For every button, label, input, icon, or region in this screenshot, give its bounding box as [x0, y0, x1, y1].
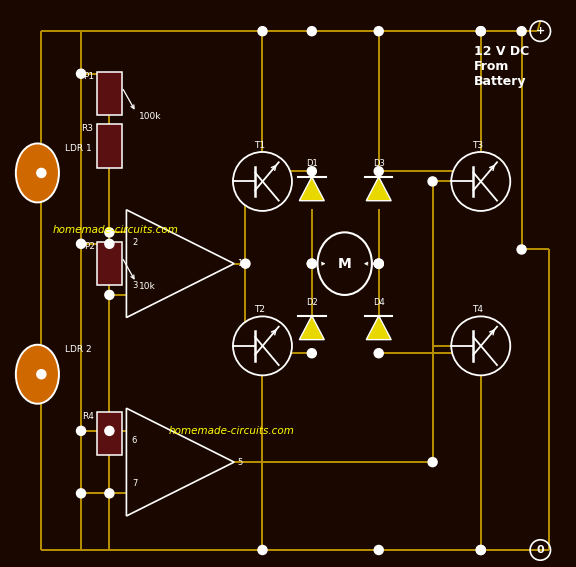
Text: 100k: 100k: [139, 112, 161, 121]
Text: P1: P1: [84, 72, 94, 81]
Text: 5: 5: [237, 458, 242, 467]
Circle shape: [77, 239, 86, 248]
Text: R4: R4: [82, 412, 93, 421]
Polygon shape: [300, 316, 324, 340]
Circle shape: [374, 349, 383, 358]
Text: 1: 1: [237, 259, 242, 268]
Circle shape: [307, 27, 316, 36]
Ellipse shape: [317, 232, 372, 295]
Text: D1: D1: [306, 159, 318, 168]
Circle shape: [37, 168, 46, 177]
Text: 2: 2: [132, 238, 137, 247]
Circle shape: [374, 167, 383, 176]
Text: LDR 2: LDR 2: [65, 345, 91, 354]
Text: D3: D3: [373, 159, 385, 168]
Circle shape: [105, 290, 114, 299]
Circle shape: [428, 458, 437, 467]
Circle shape: [374, 545, 383, 555]
Circle shape: [452, 316, 510, 375]
Circle shape: [258, 27, 267, 36]
Circle shape: [105, 228, 114, 237]
Circle shape: [476, 545, 486, 555]
Circle shape: [105, 239, 114, 248]
Bar: [97, 242, 122, 285]
Circle shape: [241, 259, 250, 268]
Text: R3: R3: [82, 125, 93, 133]
Circle shape: [105, 489, 114, 498]
Bar: [97, 412, 122, 455]
Circle shape: [77, 489, 86, 498]
Circle shape: [307, 167, 316, 176]
Circle shape: [374, 27, 383, 36]
Text: T1: T1: [254, 141, 265, 150]
Circle shape: [258, 545, 267, 555]
Circle shape: [105, 426, 114, 435]
Text: homemade-circuits.com: homemade-circuits.com: [169, 426, 295, 436]
Text: homemade-circuits.com: homemade-circuits.com: [52, 225, 179, 235]
Bar: [97, 72, 122, 115]
Text: D4: D4: [373, 298, 385, 307]
Bar: [97, 125, 122, 168]
Circle shape: [77, 426, 86, 435]
Circle shape: [233, 152, 292, 211]
Circle shape: [374, 259, 383, 268]
Circle shape: [37, 370, 46, 379]
Circle shape: [77, 69, 86, 78]
Text: T4: T4: [472, 305, 483, 314]
Circle shape: [307, 349, 316, 358]
Text: 12 V DC
From
Battery: 12 V DC From Battery: [473, 45, 529, 88]
Text: 7: 7: [132, 479, 137, 488]
Circle shape: [428, 177, 437, 186]
Polygon shape: [366, 177, 391, 201]
Text: 3: 3: [132, 281, 137, 290]
Polygon shape: [300, 177, 324, 201]
Ellipse shape: [16, 143, 59, 202]
Text: T3: T3: [472, 141, 483, 150]
Ellipse shape: [16, 345, 59, 404]
Text: 6: 6: [132, 436, 137, 445]
Circle shape: [307, 259, 316, 268]
Text: LDR 1: LDR 1: [65, 144, 92, 153]
Circle shape: [233, 316, 292, 375]
Text: D2: D2: [306, 298, 318, 307]
Text: T2: T2: [254, 305, 265, 314]
Circle shape: [517, 27, 526, 36]
Circle shape: [374, 259, 383, 268]
Circle shape: [307, 259, 316, 268]
Text: 0: 0: [536, 545, 544, 555]
Circle shape: [452, 152, 510, 211]
Text: M: M: [338, 257, 351, 270]
Circle shape: [476, 545, 486, 555]
Polygon shape: [366, 316, 391, 340]
Text: 10k: 10k: [139, 282, 156, 291]
Text: +: +: [536, 26, 545, 36]
Polygon shape: [126, 408, 234, 516]
Circle shape: [517, 245, 526, 254]
Polygon shape: [126, 210, 234, 318]
Circle shape: [374, 259, 383, 268]
Circle shape: [476, 27, 486, 36]
Text: P2: P2: [84, 242, 94, 251]
Circle shape: [476, 27, 486, 36]
